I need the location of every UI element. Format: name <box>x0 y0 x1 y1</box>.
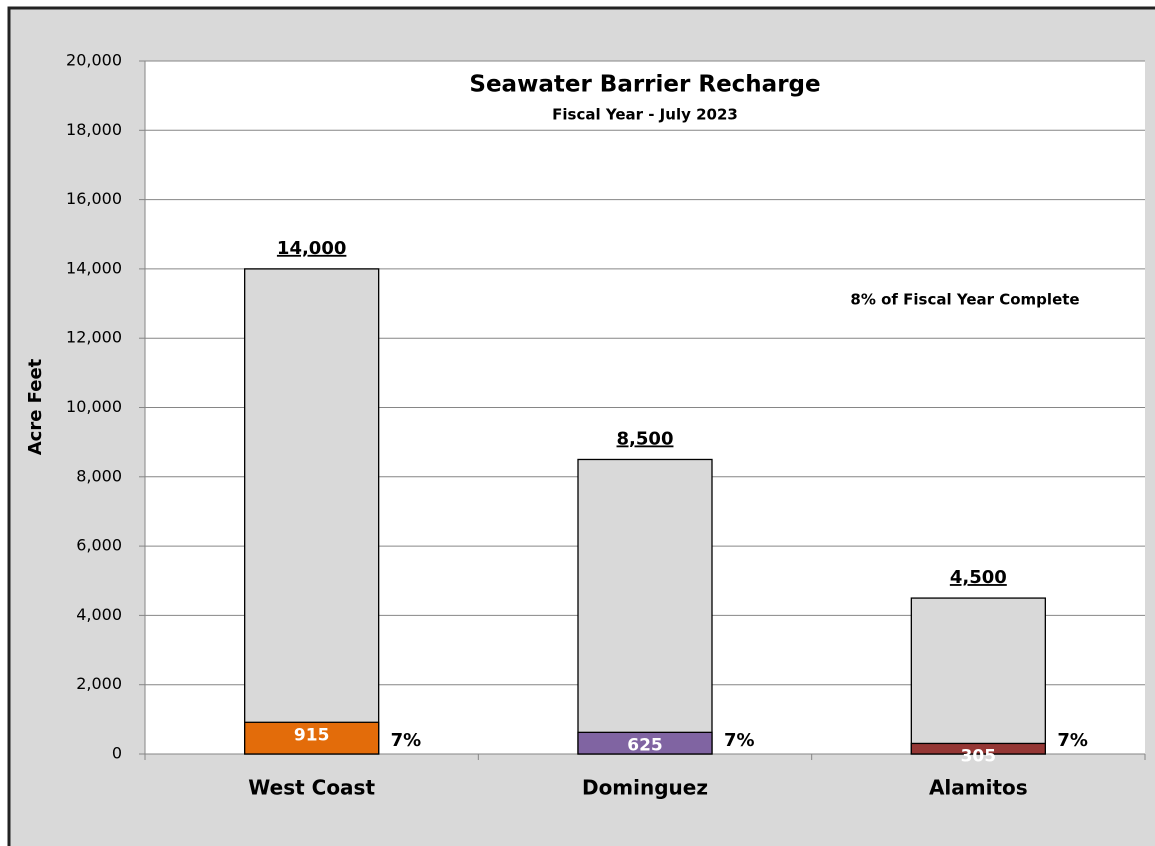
y-tick-label: 16,000 <box>66 189 122 208</box>
actual-bar <box>910 742 1046 755</box>
x-tick-label: Dominguez <box>582 776 708 800</box>
target-bar <box>577 458 713 755</box>
actual-label: 305 <box>961 746 997 766</box>
actual-label: 625 <box>627 735 663 755</box>
y-tick-label: 6,000 <box>76 536 122 555</box>
target-bar <box>910 597 1046 755</box>
percent-label: 7% <box>1057 730 1088 751</box>
y-tick-label: 12,000 <box>66 328 122 347</box>
target-label: 4,500 <box>950 567 1007 588</box>
target-label: 14,000 <box>277 238 346 259</box>
y-tick-label: 20,000 <box>66 51 122 70</box>
y-tick-label: 14,000 <box>66 258 122 277</box>
actual-bar <box>244 721 380 755</box>
percent-label: 7% <box>391 730 422 751</box>
y-tick-label: 0 <box>112 744 122 763</box>
y-tick-label: 18,000 <box>66 120 122 139</box>
annotation: 8% of Fiscal Year Complete <box>850 291 1079 309</box>
target-bar <box>244 268 380 755</box>
y-tick-label: 8,000 <box>76 466 122 485</box>
percent-label: 7% <box>724 730 755 751</box>
y-axis-label: Acre Feet <box>25 358 46 455</box>
y-tick-label: 4,000 <box>76 605 122 624</box>
chart-subtitle: Fiscal Year - July 2023 <box>552 106 738 124</box>
actual-bar <box>577 731 713 755</box>
target-label: 8,500 <box>617 428 674 449</box>
chart-title: Seawater Barrier Recharge <box>469 72 820 98</box>
x-tick-label: Alamitos <box>929 776 1028 800</box>
x-tick-label: West Coast <box>248 776 375 800</box>
y-tick-label: 10,000 <box>66 397 122 416</box>
actual-label: 915 <box>294 725 330 745</box>
y-tick-label: 2,000 <box>76 674 122 693</box>
